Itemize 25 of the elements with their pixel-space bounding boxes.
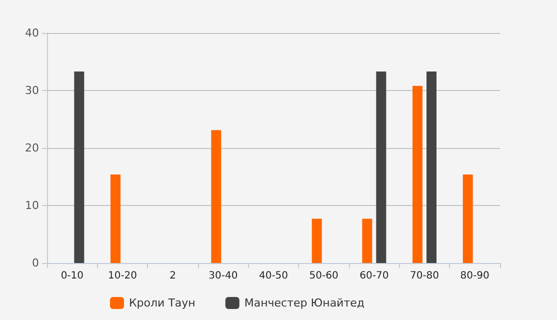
y-tick-label: 30 xyxy=(25,84,39,97)
x-tick-label: 30-40 xyxy=(208,270,238,282)
y-tick-label: 0 xyxy=(32,256,39,270)
bar xyxy=(312,218,322,263)
x-tick-label: 80-90 xyxy=(460,270,490,282)
legend-label: Манчестер Юнайтед xyxy=(244,296,365,310)
x-tick-label: 10-20 xyxy=(108,270,138,282)
y-tick-label: 10 xyxy=(25,199,39,212)
bar xyxy=(110,174,120,263)
bar xyxy=(412,86,422,263)
x-tick-label: 2 xyxy=(170,270,176,282)
bar xyxy=(362,218,372,263)
bar xyxy=(462,174,473,263)
x-tick-label: 60-70 xyxy=(360,270,389,282)
x-tick-label: 70-80 xyxy=(410,270,440,282)
x-tick-label: 0-10 xyxy=(60,270,84,282)
x-tick-label: 40-50 xyxy=(258,270,288,282)
bar xyxy=(74,72,84,263)
bar xyxy=(211,130,222,263)
y-tick-label: 40 xyxy=(25,26,39,40)
bar xyxy=(376,72,386,263)
x-tick-label: 50-60 xyxy=(309,270,338,282)
y-tick-label: 20 xyxy=(25,142,39,154)
bar xyxy=(426,72,436,263)
legend-label: Кроли Таун xyxy=(129,296,196,310)
